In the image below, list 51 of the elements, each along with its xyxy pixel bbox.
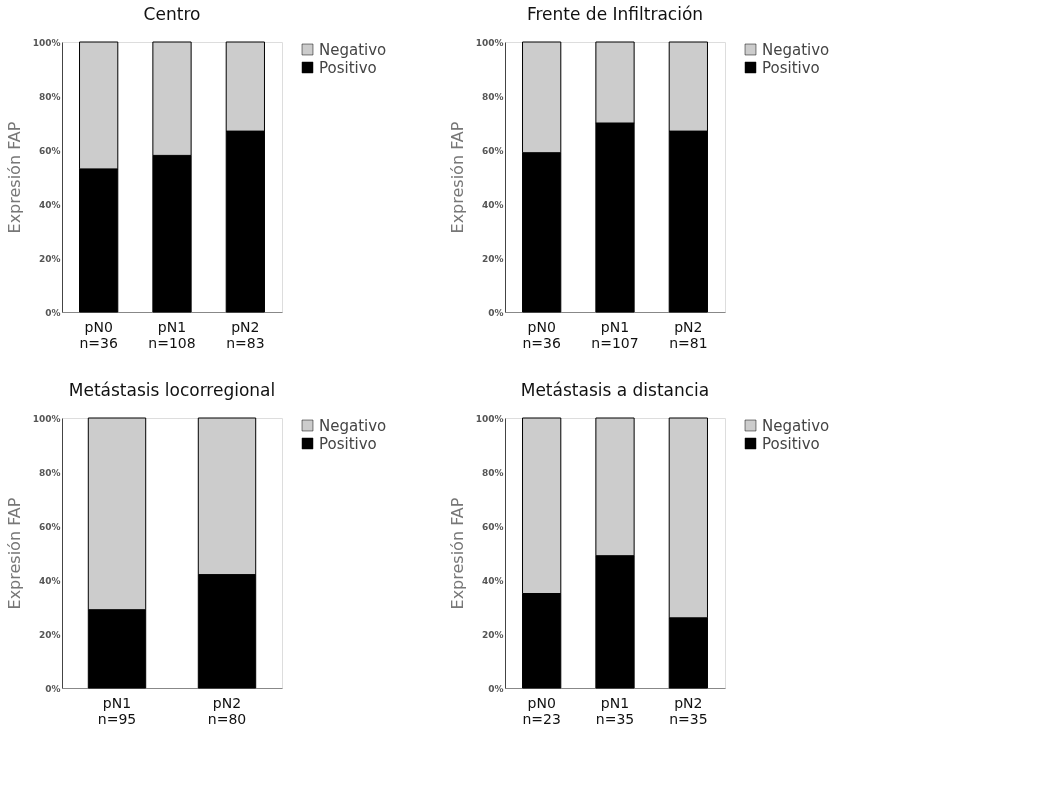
y-axis-title: Expresión FAP [447, 121, 467, 234]
y-tick-label: 20% [481, 629, 504, 640]
x-tick-label: pN0 n=23 [522, 694, 561, 727]
x-tick-label: pN0 n=36 [522, 318, 561, 351]
chart-title: Frente de Infiltración [526, 4, 704, 24]
y-tick-label: 0% [45, 683, 61, 694]
x-tick-label: pN1 n=108 [148, 318, 196, 351]
y-tick-label: 60% [38, 145, 61, 156]
y-axis-title: Expresión FAP [447, 497, 467, 610]
y-tick-label: 20% [38, 253, 61, 264]
legend-label: Positivo [762, 58, 820, 77]
y-tick-label: 0% [488, 683, 504, 694]
y-tick-label: 100% [32, 37, 61, 48]
y-tick-label: 20% [481, 253, 504, 264]
legend-label: Positivo [762, 434, 820, 453]
y-tick-label: 40% [481, 575, 504, 586]
legend-label: Negativo [319, 416, 387, 435]
y-tick-label: 100% [475, 413, 504, 424]
y-tick-label: 0% [488, 307, 504, 318]
x-tick-label: pN2 n=81 [669, 318, 708, 351]
y-tick-label: 80% [38, 467, 61, 478]
legend-label: Positivo [319, 434, 377, 453]
y-tick-label: 40% [38, 575, 61, 586]
legend-label: Negativo [762, 416, 830, 435]
y-axis-title: Expresión FAP [4, 121, 24, 234]
y-tick-label: 20% [38, 629, 61, 640]
legend-label: Negativo [319, 40, 387, 59]
y-tick-label: 80% [38, 91, 61, 102]
y-tick-label: 60% [38, 521, 61, 532]
y-tick-label: 40% [481, 199, 504, 210]
x-tick-label: pN1 n=35 [595, 694, 635, 727]
chart-title: Metástasis locorregional [68, 380, 276, 400]
y-tick-label: 80% [481, 467, 504, 478]
x-tick-label: pN2 n=80 [207, 694, 247, 727]
x-tick-label: pN2 n=35 [669, 694, 708, 727]
chart-title: Metástasis a distancia [520, 380, 710, 400]
x-tick-label: pN2 n=83 [226, 318, 265, 351]
y-tick-label: 80% [481, 91, 504, 102]
y-tick-label: 60% [481, 521, 504, 532]
y-axis-title: Expresión FAP [4, 497, 24, 610]
y-tick-label: 100% [475, 37, 504, 48]
x-tick-label: pN0 n=36 [79, 318, 118, 351]
y-tick-label: 40% [38, 199, 61, 210]
legend-label: Positivo [319, 58, 377, 77]
legend-label: Negativo [762, 40, 830, 59]
x-tick-label: pN1 n=95 [97, 694, 137, 727]
y-tick-label: 100% [32, 413, 61, 424]
x-tick-label: pN1 n=107 [591, 318, 639, 351]
y-tick-label: 0% [45, 307, 61, 318]
y-tick-label: 60% [481, 145, 504, 156]
chart-title: Centro [143, 4, 201, 24]
